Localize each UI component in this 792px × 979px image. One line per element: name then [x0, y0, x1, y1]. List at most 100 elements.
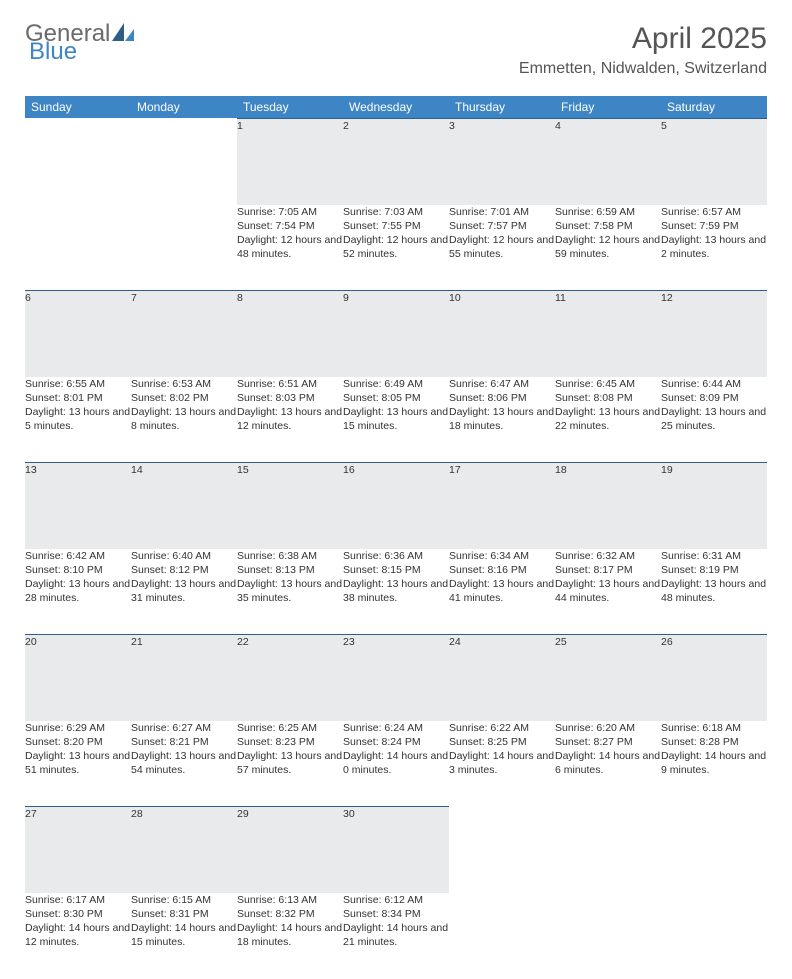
daylight-text: Daylight: 12 hours and 52 minutes.: [343, 233, 449, 261]
day-cell: Sunrise: 6:59 AMSunset: 7:58 PMDaylight:…: [555, 205, 661, 291]
day-cell: Sunrise: 6:20 AMSunset: 8:27 PMDaylight:…: [555, 721, 661, 807]
sunrise-text: Sunrise: 7:01 AM: [449, 205, 555, 219]
sunset-text: Sunset: 8:13 PM: [237, 563, 343, 577]
day-number: 16: [343, 463, 449, 549]
empty-cell: [555, 893, 661, 979]
day-cell: Sunrise: 6:27 AMSunset: 8:21 PMDaylight:…: [131, 721, 237, 807]
daylight-text: Daylight: 13 hours and 35 minutes.: [237, 577, 343, 605]
sunrise-text: Sunrise: 6:24 AM: [343, 721, 449, 735]
daylight-text: Daylight: 12 hours and 48 minutes.: [237, 233, 343, 261]
logo-sail-icon: [112, 22, 134, 46]
day-number: 10: [449, 291, 555, 377]
empty-cell: [25, 119, 131, 205]
daylight-text: Daylight: 14 hours and 6 minutes.: [555, 749, 661, 777]
sunrise-text: Sunrise: 7:05 AM: [237, 205, 343, 219]
day-number: 13: [25, 463, 131, 549]
daylight-text: Daylight: 13 hours and 28 minutes.: [25, 577, 131, 605]
day-number: 21: [131, 635, 237, 721]
day-cell: Sunrise: 6:18 AMSunset: 8:28 PMDaylight:…: [661, 721, 767, 807]
day-number: 22: [237, 635, 343, 721]
sunset-text: Sunset: 8:10 PM: [25, 563, 131, 577]
day-number: 4: [555, 119, 661, 205]
day-number: 3: [449, 119, 555, 205]
sunrise-text: Sunrise: 6:25 AM: [237, 721, 343, 735]
day-cell: Sunrise: 6:13 AMSunset: 8:32 PMDaylight:…: [237, 893, 343, 979]
sunset-text: Sunset: 8:30 PM: [25, 907, 131, 921]
sunrise-text: Sunrise: 6:44 AM: [661, 377, 767, 391]
day-number: 12: [661, 291, 767, 377]
day-cell: Sunrise: 6:53 AMSunset: 8:02 PMDaylight:…: [131, 377, 237, 463]
sunrise-text: Sunrise: 6:29 AM: [25, 721, 131, 735]
weekday-header: Friday: [555, 96, 661, 119]
weekday-header: Monday: [131, 96, 237, 119]
day-number: 9: [343, 291, 449, 377]
daylight-text: Daylight: 14 hours and 21 minutes.: [343, 921, 449, 949]
day-cell: Sunrise: 6:38 AMSunset: 8:13 PMDaylight:…: [237, 549, 343, 635]
daylight-text: Daylight: 14 hours and 0 minutes.: [343, 749, 449, 777]
day-number: 23: [343, 635, 449, 721]
daynum-row: 13141516171819: [25, 463, 767, 549]
sunset-text: Sunset: 8:06 PM: [449, 391, 555, 405]
sunset-text: Sunset: 8:15 PM: [343, 563, 449, 577]
day-number: 2: [343, 119, 449, 205]
sunrise-text: Sunrise: 6:15 AM: [131, 893, 237, 907]
daynum-row: 20212223242526: [25, 635, 767, 721]
sunrise-text: Sunrise: 6:55 AM: [25, 377, 131, 391]
header: General Blue April 2025 Emmetten, Nidwal…: [25, 22, 767, 78]
title-block: April 2025 Emmetten, Nidwalden, Switzerl…: [519, 22, 767, 78]
calendar-table: SundayMondayTuesdayWednesdayThursdayFrid…: [25, 96, 767, 979]
weekday-header-row: SundayMondayTuesdayWednesdayThursdayFrid…: [25, 96, 767, 119]
daynum-row: 27282930: [25, 807, 767, 893]
empty-cell: [25, 205, 131, 291]
day-number: 7: [131, 291, 237, 377]
day-cell: Sunrise: 7:05 AMSunset: 7:54 PMDaylight:…: [237, 205, 343, 291]
daylight-text: Daylight: 13 hours and 22 minutes.: [555, 405, 661, 433]
daylight-text: Daylight: 13 hours and 51 minutes.: [25, 749, 131, 777]
sunrise-text: Sunrise: 6:34 AM: [449, 549, 555, 563]
daylight-text: Daylight: 13 hours and 5 minutes.: [25, 405, 131, 433]
day-cell: Sunrise: 6:51 AMSunset: 8:03 PMDaylight:…: [237, 377, 343, 463]
daylight-text: Daylight: 12 hours and 55 minutes.: [449, 233, 555, 261]
sunset-text: Sunset: 8:05 PM: [343, 391, 449, 405]
sunrise-text: Sunrise: 6:12 AM: [343, 893, 449, 907]
sunset-text: Sunset: 7:57 PM: [449, 219, 555, 233]
daylight-text: Daylight: 13 hours and 18 minutes.: [449, 405, 555, 433]
day-number: 20: [25, 635, 131, 721]
daylight-text: Daylight: 14 hours and 12 minutes.: [25, 921, 131, 949]
sunrise-text: Sunrise: 6:36 AM: [343, 549, 449, 563]
day-cell: Sunrise: 6:57 AMSunset: 7:59 PMDaylight:…: [661, 205, 767, 291]
sunrise-text: Sunrise: 6:47 AM: [449, 377, 555, 391]
empty-cell: [661, 807, 767, 893]
daylight-text: Daylight: 13 hours and 2 minutes.: [661, 233, 767, 261]
daylight-text: Daylight: 13 hours and 38 minutes.: [343, 577, 449, 605]
sunset-text: Sunset: 8:20 PM: [25, 735, 131, 749]
content-row: Sunrise: 6:17 AMSunset: 8:30 PMDaylight:…: [25, 893, 767, 979]
day-number: 28: [131, 807, 237, 893]
sunset-text: Sunset: 8:09 PM: [661, 391, 767, 405]
day-number: 18: [555, 463, 661, 549]
sunrise-text: Sunrise: 6:45 AM: [555, 377, 661, 391]
sunrise-text: Sunrise: 6:40 AM: [131, 549, 237, 563]
sunrise-text: Sunrise: 6:51 AM: [237, 377, 343, 391]
empty-cell: [555, 807, 661, 893]
sunset-text: Sunset: 8:02 PM: [131, 391, 237, 405]
sunrise-text: Sunrise: 6:22 AM: [449, 721, 555, 735]
sunrise-text: Sunrise: 6:42 AM: [25, 549, 131, 563]
day-cell: Sunrise: 6:49 AMSunset: 8:05 PMDaylight:…: [343, 377, 449, 463]
daylight-text: Daylight: 13 hours and 12 minutes.: [237, 405, 343, 433]
day-cell: Sunrise: 6:34 AMSunset: 8:16 PMDaylight:…: [449, 549, 555, 635]
day-cell: Sunrise: 6:25 AMSunset: 8:23 PMDaylight:…: [237, 721, 343, 807]
day-cell: Sunrise: 6:22 AMSunset: 8:25 PMDaylight:…: [449, 721, 555, 807]
daylight-text: Daylight: 13 hours and 41 minutes.: [449, 577, 555, 605]
content-row: Sunrise: 6:42 AMSunset: 8:10 PMDaylight:…: [25, 549, 767, 635]
sunrise-text: Sunrise: 6:53 AM: [131, 377, 237, 391]
daylight-text: Daylight: 13 hours and 31 minutes.: [131, 577, 237, 605]
day-cell: Sunrise: 6:31 AMSunset: 8:19 PMDaylight:…: [661, 549, 767, 635]
daylight-text: Daylight: 13 hours and 57 minutes.: [237, 749, 343, 777]
day-number: 30: [343, 807, 449, 893]
daylight-text: Daylight: 13 hours and 25 minutes.: [661, 405, 767, 433]
weekday-header: Wednesday: [343, 96, 449, 119]
day-cell: Sunrise: 7:01 AMSunset: 7:57 PMDaylight:…: [449, 205, 555, 291]
empty-cell: [661, 893, 767, 979]
day-number: 14: [131, 463, 237, 549]
